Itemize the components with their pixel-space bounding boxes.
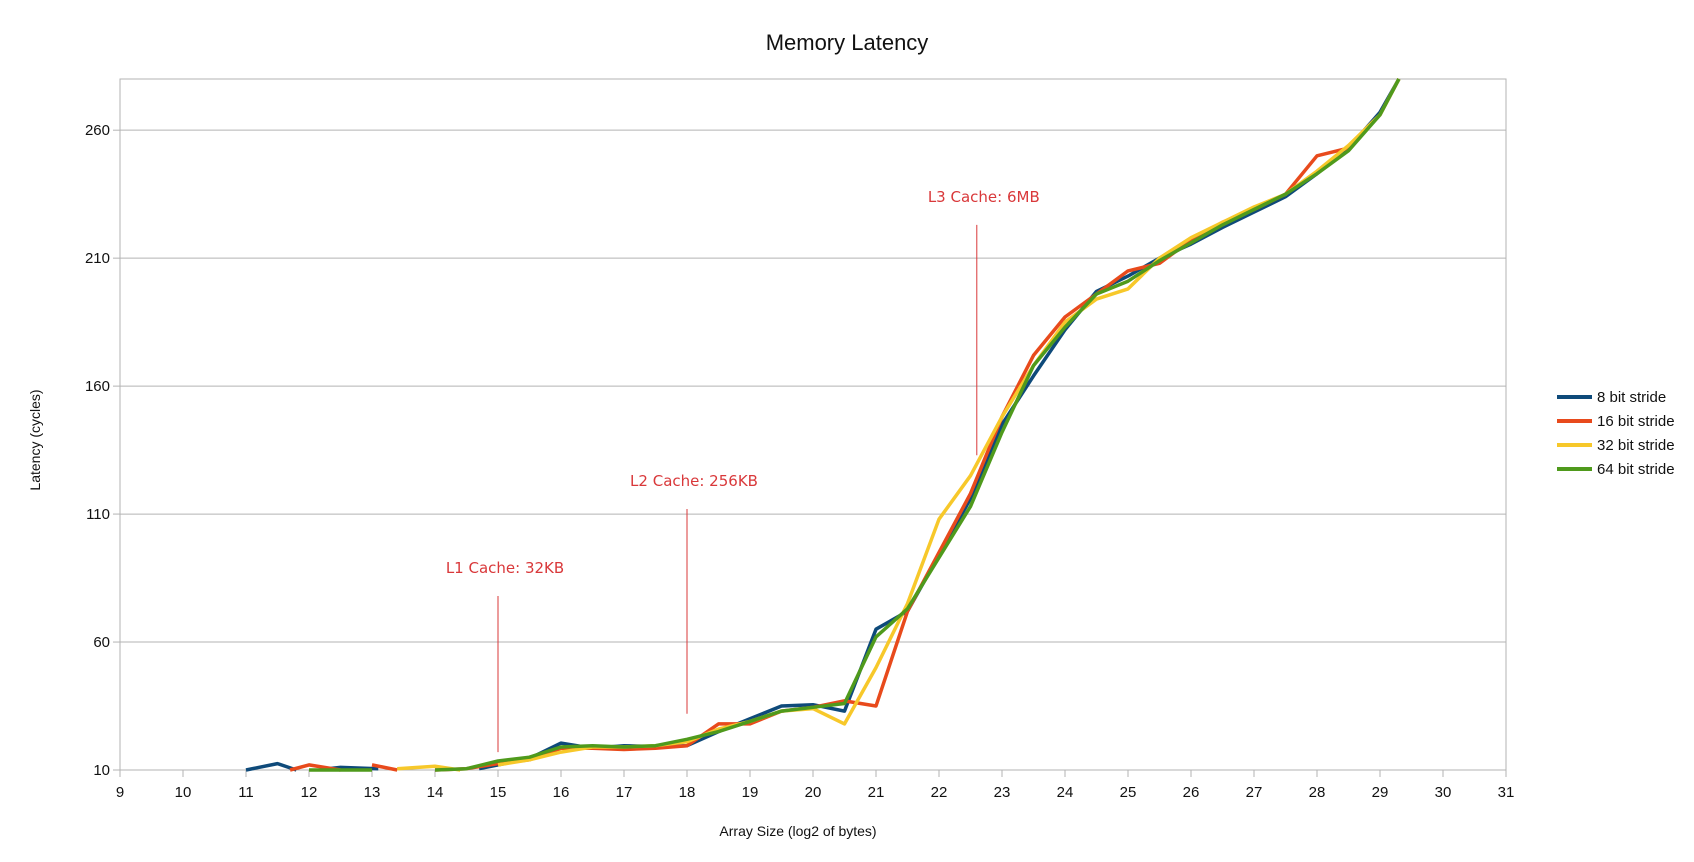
y-tick-label: 110 bbox=[86, 506, 110, 523]
x-tick-label: 18 bbox=[679, 784, 696, 801]
x-tick-label: 29 bbox=[1372, 784, 1389, 801]
gridlines bbox=[120, 129, 1506, 771]
x-tick-label: 13 bbox=[364, 784, 381, 801]
annotation-label: L1 Cache: 32KB bbox=[446, 559, 564, 577]
legend-label: 64 bit stride bbox=[1597, 461, 1675, 478]
x-tick-label: 27 bbox=[1246, 784, 1263, 801]
series-line bbox=[289, 78, 1401, 772]
y-tick-label: 160 bbox=[85, 378, 110, 395]
x-tick-label: 12 bbox=[301, 784, 318, 801]
series-line bbox=[245, 78, 1401, 772]
x-tick-label: 25 bbox=[1120, 784, 1137, 801]
legend-label: 32 bit stride bbox=[1597, 437, 1675, 454]
x-tick-label: 31 bbox=[1498, 784, 1515, 801]
x-tick-label: 20 bbox=[805, 784, 822, 801]
annotation-label: L3 Cache: 6MB bbox=[928, 188, 1040, 206]
series-lines bbox=[245, 78, 1401, 772]
legend-label: 16 bit stride bbox=[1597, 413, 1675, 430]
x-tick-label: 23 bbox=[994, 784, 1011, 801]
x-tick-label: 22 bbox=[931, 784, 948, 801]
x-axis: 9 10 11 12 13 14 15 16 17 18 19 20 21 22 23 24 25 26 27 28 2… bbox=[116, 770, 1515, 801]
x-tick-label: 24 bbox=[1057, 784, 1074, 801]
x-tick-label: 30 bbox=[1435, 784, 1452, 801]
annotation-label: L2 Cache: 256KB bbox=[630, 472, 758, 490]
legend: 8 bit stride 16 bit stride 32 bit stride 64… bbox=[1557, 389, 1675, 478]
y-tick-label: 260 bbox=[85, 122, 110, 139]
x-tick-label: 19 bbox=[742, 784, 759, 801]
x-tick-label: 14 bbox=[427, 784, 444, 801]
y-tick-label: 10 bbox=[93, 762, 110, 779]
plot-area-border bbox=[119, 78, 1507, 771]
y-tick-label: 60 bbox=[93, 634, 110, 651]
x-tick-label: 16 bbox=[553, 784, 570, 801]
y-tick-label: 210 bbox=[85, 250, 110, 267]
x-tick-label: 10 bbox=[175, 784, 192, 801]
y-axis: 10 60 110 160 210 260 bbox=[85, 122, 120, 779]
annotations: L1 Cache: 32KB L2 Cache: 256KB L3 Cache: 6… bbox=[446, 188, 1040, 753]
x-tick-label: 21 bbox=[868, 784, 885, 801]
series-line bbox=[397, 78, 1401, 772]
chart-title: Memory Latency bbox=[766, 30, 929, 55]
x-tick-label: 28 bbox=[1309, 784, 1326, 801]
x-tick-label: 11 bbox=[238, 784, 254, 801]
x-tick-label: 17 bbox=[616, 784, 633, 801]
series-line bbox=[309, 78, 1401, 772]
x-tick-label: 15 bbox=[490, 784, 507, 801]
y-axis-title: Latency (cycles) bbox=[27, 389, 43, 490]
legend-label: 8 bit stride bbox=[1597, 389, 1666, 406]
x-tick-label: 26 bbox=[1183, 784, 1200, 801]
x-tick-label: 9 bbox=[116, 784, 124, 801]
x-axis-title: Array Size (log2 of bytes) bbox=[719, 823, 876, 839]
